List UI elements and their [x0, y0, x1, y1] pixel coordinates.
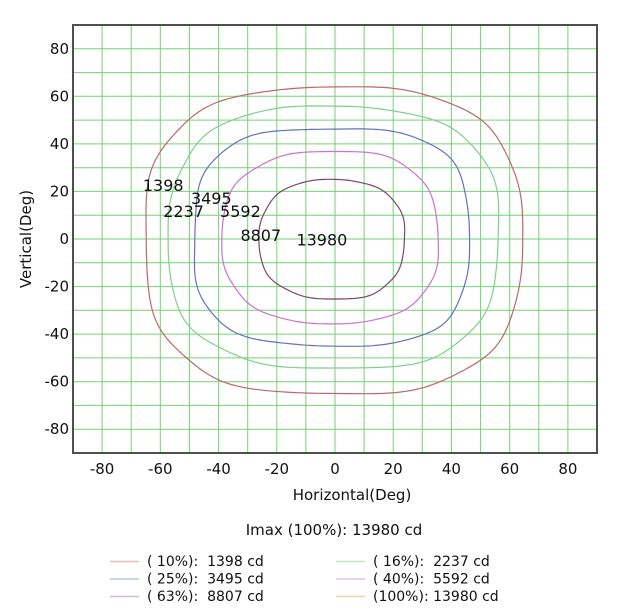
legend-label-100pct: (100%): 13980 cd	[373, 589, 499, 605]
x-tick-label: 60	[500, 460, 519, 478]
y-axis-title: Vertical(Deg)	[17, 190, 35, 288]
x-tick-label: -40	[206, 460, 231, 478]
y-tick-label: 20	[50, 182, 69, 200]
contour-line-8807	[258, 178, 406, 300]
grid	[73, 25, 597, 453]
plot-border	[72, 24, 598, 454]
x-tick-label: 0	[330, 460, 340, 478]
y-tick-label: 40	[50, 135, 69, 153]
contour-line-1398	[145, 86, 524, 395]
legend-label-10pct: ( 10%): 1398 cd	[147, 554, 264, 570]
y-axis-tick-labels: -80 -60 -40 -20 0 20 40 60 80	[45, 40, 70, 438]
contour-label-8807: 8807	[240, 226, 281, 245]
contour-label-1398: 1398	[143, 176, 184, 195]
contour-label-3495: 3495	[191, 189, 232, 208]
contour-line-5592	[221, 150, 439, 325]
y-tick-label: -20	[45, 278, 70, 296]
legend-label-16pct: ( 16%): 2237 cd	[373, 554, 490, 570]
y-tick-label: 60	[50, 87, 69, 105]
x-axis-title: Horizontal(Deg)	[293, 486, 412, 504]
y-tick-label: -60	[45, 373, 70, 391]
contour-line-2237	[167, 105, 500, 369]
x-tick-label: 80	[558, 460, 577, 478]
legend-label-40pct: ( 40%): 5592 cd	[373, 572, 490, 588]
legend-label-25pct: ( 25%): 3495 cd	[147, 572, 264, 588]
legend-label-63pct: ( 63%): 8807 cd	[147, 589, 264, 605]
contour-label-2237: 2237	[163, 202, 204, 221]
contour-line-3495	[193, 128, 471, 347]
x-tick-label: -80	[90, 460, 115, 478]
y-tick-label: 0	[59, 230, 69, 248]
contour-label-5592: 5592	[220, 202, 261, 221]
x-axis-tick-labels: -80 -60 -40 -20 0 20 40 60 80	[90, 460, 578, 478]
y-tick-label: 80	[50, 40, 69, 58]
contour-label-13980: 13980	[296, 231, 347, 250]
x-tick-label: 20	[384, 460, 403, 478]
contour-lines	[145, 86, 524, 395]
x-tick-label: -20	[265, 460, 290, 478]
x-tick-label: 40	[442, 460, 461, 478]
imax-label: Imax (100%): 13980 cd	[246, 521, 423, 539]
legend: ( 10%): 1398 cd ( 25%): 3495 cd ( 63%): …	[110, 554, 499, 605]
x-tick-label: -60	[148, 460, 173, 478]
y-tick-label: -40	[45, 325, 70, 343]
y-tick-label: -80	[45, 420, 70, 438]
